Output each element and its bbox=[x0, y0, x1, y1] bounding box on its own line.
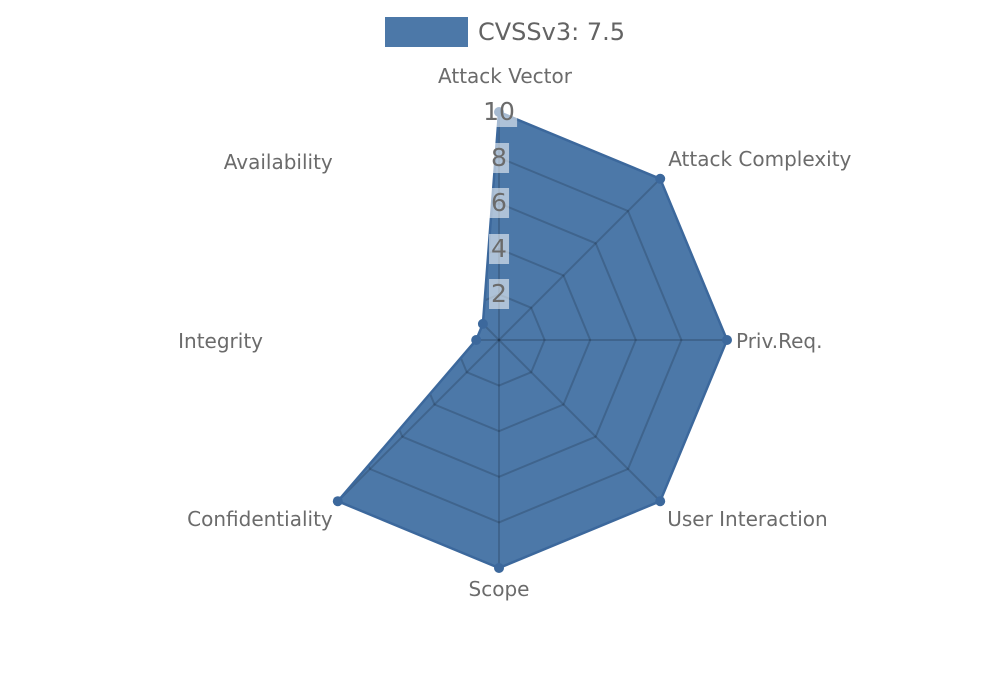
radar-data-marker bbox=[722, 335, 732, 345]
radial-tick-4: 4 bbox=[489, 233, 509, 264]
radar-data-polygon bbox=[337, 112, 727, 568]
radial-tick-2: 2 bbox=[489, 279, 509, 310]
radar-grid-spoke bbox=[337, 178, 500, 341]
legend-label: CVSSv3: 7.5 bbox=[478, 18, 625, 46]
axis-label-confidentiality: Confidentiality bbox=[187, 507, 333, 532]
axis-label-priv-req: Priv.Req. bbox=[736, 329, 823, 353]
radar-data-marker bbox=[471, 335, 482, 345]
radial-tick-8: 8 bbox=[489, 142, 509, 173]
radar-data-marker bbox=[655, 496, 666, 507]
radar-grid-spoke bbox=[498, 178, 661, 341]
axis-label-attack-complexity: Attack Complexity bbox=[668, 146, 852, 171]
radar-data-marker bbox=[477, 318, 488, 329]
axis-label-scope: Scope bbox=[468, 577, 530, 601]
radar-grid-spoke bbox=[337, 339, 500, 502]
legend: CVSSv3: 7.5 bbox=[385, 17, 625, 47]
radar-data-marker bbox=[332, 496, 343, 507]
radar-grid-spoke bbox=[498, 339, 661, 502]
legend-swatch bbox=[385, 17, 468, 47]
axis-label-attack-vector: Attack Vector bbox=[438, 64, 572, 88]
radial-tick-10: 10 bbox=[481, 97, 517, 127]
radial-tick-6: 6 bbox=[489, 188, 509, 219]
axis-label-availability: Availability bbox=[223, 149, 333, 174]
axis-label-user-interaction: User Interaction bbox=[667, 507, 828, 532]
radar-data-marker bbox=[655, 173, 666, 184]
radar-data-marker bbox=[494, 563, 504, 573]
axis-label-integrity: Integrity bbox=[178, 329, 263, 353]
